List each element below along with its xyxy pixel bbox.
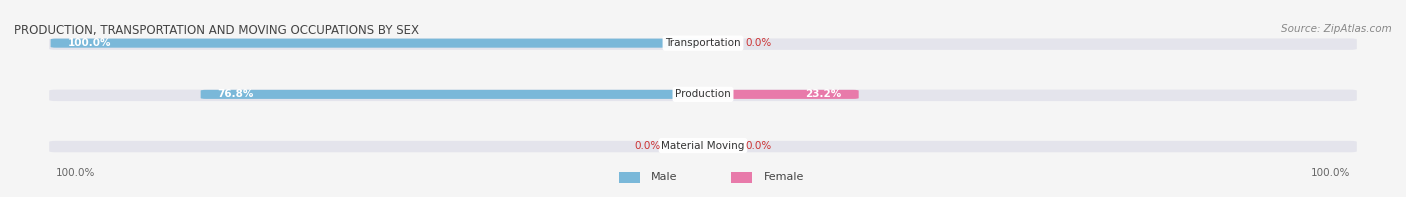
Text: 100.0%: 100.0% (56, 168, 96, 178)
FancyBboxPatch shape (664, 141, 707, 150)
Text: 76.8%: 76.8% (218, 89, 254, 99)
FancyBboxPatch shape (619, 172, 640, 183)
FancyBboxPatch shape (51, 39, 709, 48)
Text: 0.0%: 0.0% (745, 38, 772, 48)
FancyBboxPatch shape (699, 141, 742, 150)
Text: PRODUCTION, TRANSPORTATION AND MOVING OCCUPATIONS BY SEX: PRODUCTION, TRANSPORTATION AND MOVING OC… (14, 24, 419, 37)
Text: Female: Female (763, 172, 804, 182)
FancyBboxPatch shape (699, 39, 742, 47)
FancyBboxPatch shape (697, 90, 859, 99)
FancyBboxPatch shape (201, 90, 709, 99)
Text: Source: ZipAtlas.com: Source: ZipAtlas.com (1281, 24, 1392, 34)
Text: 100.0%: 100.0% (67, 38, 111, 48)
FancyBboxPatch shape (49, 141, 1357, 152)
Text: Material Moving: Material Moving (661, 141, 745, 151)
Text: Transportation: Transportation (665, 38, 741, 48)
Text: Production: Production (675, 89, 731, 99)
Text: 23.2%: 23.2% (806, 89, 842, 99)
Text: 100.0%: 100.0% (1310, 168, 1350, 178)
Text: 0.0%: 0.0% (634, 141, 661, 151)
Text: Male: Male (651, 172, 678, 182)
FancyBboxPatch shape (49, 38, 1357, 50)
Text: 0.0%: 0.0% (745, 141, 772, 151)
FancyBboxPatch shape (49, 90, 1357, 101)
FancyBboxPatch shape (731, 172, 752, 183)
